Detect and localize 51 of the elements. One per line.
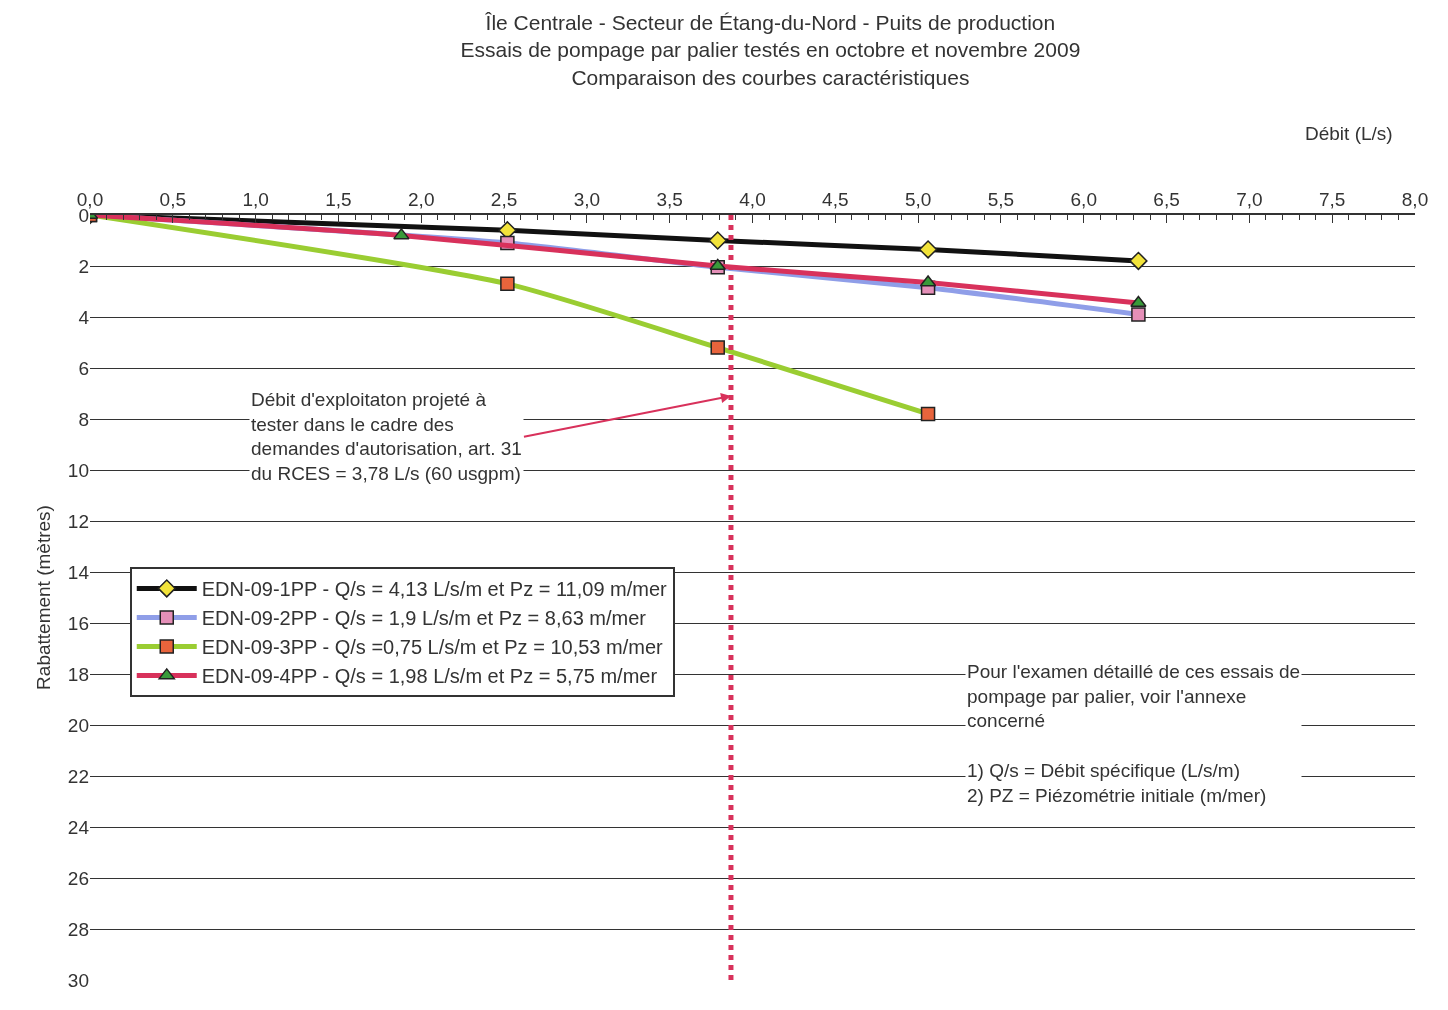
x-tick-label: 2,5: [490, 188, 518, 210]
point: [710, 340, 725, 355]
x-tick-label: 6,5: [1153, 188, 1180, 210]
y-tick-label: 28: [67, 918, 89, 940]
y-tick-label: 16: [67, 612, 89, 634]
point: [708, 231, 727, 250]
y-tick-label: 18: [67, 663, 89, 685]
chart-title: Île Centrale - Secteur de Étang-du-Nord - Puits de production Essais de pompage par palier testés en octobre et novembre 2009 Comparaison des courbes caractéristiques: [460, 11, 1081, 89]
legend-label: EDN-09-3PP - Q/s =0,75 L/s/m et Pz = 10,53 m/mer: [201, 636, 664, 659]
point: [918, 240, 938, 259]
y-tick-label: 14: [67, 561, 90, 583]
y-tick-label: 6: [78, 357, 89, 379]
x-tick-label: 0,0: [76, 188, 104, 210]
x-axis-title: Débit (L/s): [1305, 123, 1393, 144]
x-tick-label: 3,0: [573, 188, 601, 210]
x-tick-label: 7,5: [1318, 188, 1346, 210]
x-tick-label: 4,5: [822, 188, 849, 210]
point: [1130, 295, 1147, 307]
point: [393, 228, 410, 240]
x-tick-label: 7,0: [1236, 188, 1263, 210]
x-tick-label: 5,0: [904, 188, 932, 210]
x-tick-label: 4,0: [739, 188, 766, 210]
y-tick-label: 22: [67, 765, 89, 787]
point: [1131, 307, 1146, 322]
x-tick-label: 0,5: [159, 188, 187, 210]
point: [709, 258, 726, 270]
legend-label: EDN-09-2PP - Q/s = 1,9 L/s/m et Pz = 8,63 m/mer: [201, 607, 647, 630]
x-tick-label: 8,0: [1401, 188, 1429, 210]
y-tick-label: 10: [67, 459, 89, 481]
y-tick-label: 24: [67, 816, 90, 838]
x-tick-label: 3,5: [656, 188, 683, 210]
text: Pour l'examen détaillé de ces essais de pompage par palier, voir l'annexe concerné 1) Q/s = Débit spécifique (L/s/m) 2) PZ = Piézométrie initiale (m/mer): [967, 661, 1301, 806]
y-tick-label: 4: [78, 306, 90, 328]
x-tick-label: 1,0: [242, 188, 269, 210]
y-tick-label: 12: [67, 510, 89, 532]
x-tick-label: 6,0: [1070, 188, 1097, 210]
point: [1129, 251, 1148, 271]
y-tick-label: 8: [78, 408, 89, 430]
point: [920, 406, 936, 422]
annotation: Débit d'exploitaton projeté à tester dans le cadre des demandes d'autorisation, art. 31 du RCES = 3,78 L/s (60 usgpm): [251, 389, 522, 485]
legend-label: EDN-09-1PP - Q/s = 4,13 L/s/m et Pz = 11,09 m/mer: [201, 578, 668, 601]
y-axis-title: Rabattement (mètres): [32, 505, 54, 690]
y-tick-label: 20: [67, 714, 89, 736]
x-tick-label: 5,5: [987, 188, 1015, 210]
y-tick-label: 26: [67, 867, 89, 889]
x-tick-label: 2,0: [408, 188, 435, 210]
x-tick-label: 1,5: [325, 188, 352, 210]
legend-label: EDN-09-4PP - Q/s = 1,98 L/s/m et Pz = 5,75 m/mer: [201, 665, 658, 688]
y-tick-label: 30: [67, 969, 89, 991]
y-tick-label: 2: [78, 255, 89, 277]
point: [500, 276, 515, 292]
